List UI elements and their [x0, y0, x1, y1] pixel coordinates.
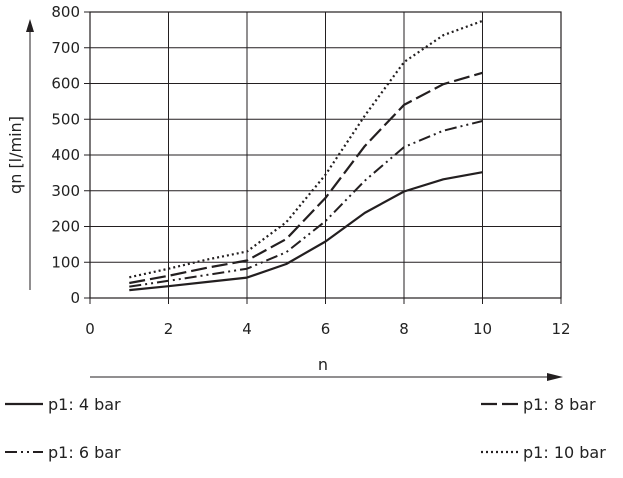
x-tick-label: 2 — [164, 320, 174, 338]
y-tick-label: 300 — [51, 182, 80, 200]
y-tick-label: 0 — [70, 289, 80, 307]
x-tick-label: 0 — [85, 320, 95, 338]
y-tick-label: 600 — [51, 75, 80, 93]
x-axis-title: n — [318, 355, 328, 374]
x-tick-label: 4 — [242, 320, 252, 338]
series-line-p1-6-bar — [129, 120, 483, 288]
y-tick-label: 400 — [51, 146, 80, 164]
x-tick-label: 6 — [321, 320, 331, 338]
y-tick-label: 500 — [51, 110, 80, 128]
legend-label-p1-4-bar: p1: 4 bar — [48, 395, 121, 414]
y-axis-arrowhead-icon — [26, 19, 34, 32]
legend: p1: 4 bar p1: 8 bar p1: 6 bar p1: 10 bar — [5, 395, 606, 462]
y-tick-label: 800 — [51, 3, 80, 21]
legend-label-p1-6-bar: p1: 6 bar — [48, 443, 121, 462]
legend-label-p1-10-bar: p1: 10 bar — [523, 443, 606, 462]
y-tick-label: 700 — [51, 39, 80, 57]
grid — [89, 11, 562, 299]
tick-labels: 0 100 200 300 400 500 600 700 800 0 2 4 6 8 10 12 — [51, 3, 570, 338]
series-line-p1-8-bar — [129, 71, 483, 285]
y-tick-label: 200 — [51, 218, 80, 236]
legend-label-p1-8-bar: p1: 8 bar — [523, 395, 596, 414]
series-line-p1-4-bar — [129, 171, 483, 292]
series-line-p1-10-bar — [129, 19, 483, 279]
series-lines — [129, 19, 483, 292]
y-tick-label: 100 — [51, 253, 80, 271]
x-tick-label: 12 — [551, 320, 570, 338]
x-tick-label: 8 — [399, 320, 409, 338]
x-tick-label: 10 — [473, 320, 492, 338]
x-axis-arrowhead-icon — [547, 373, 563, 381]
y-axis-title: qn [l/min] — [6, 116, 25, 194]
